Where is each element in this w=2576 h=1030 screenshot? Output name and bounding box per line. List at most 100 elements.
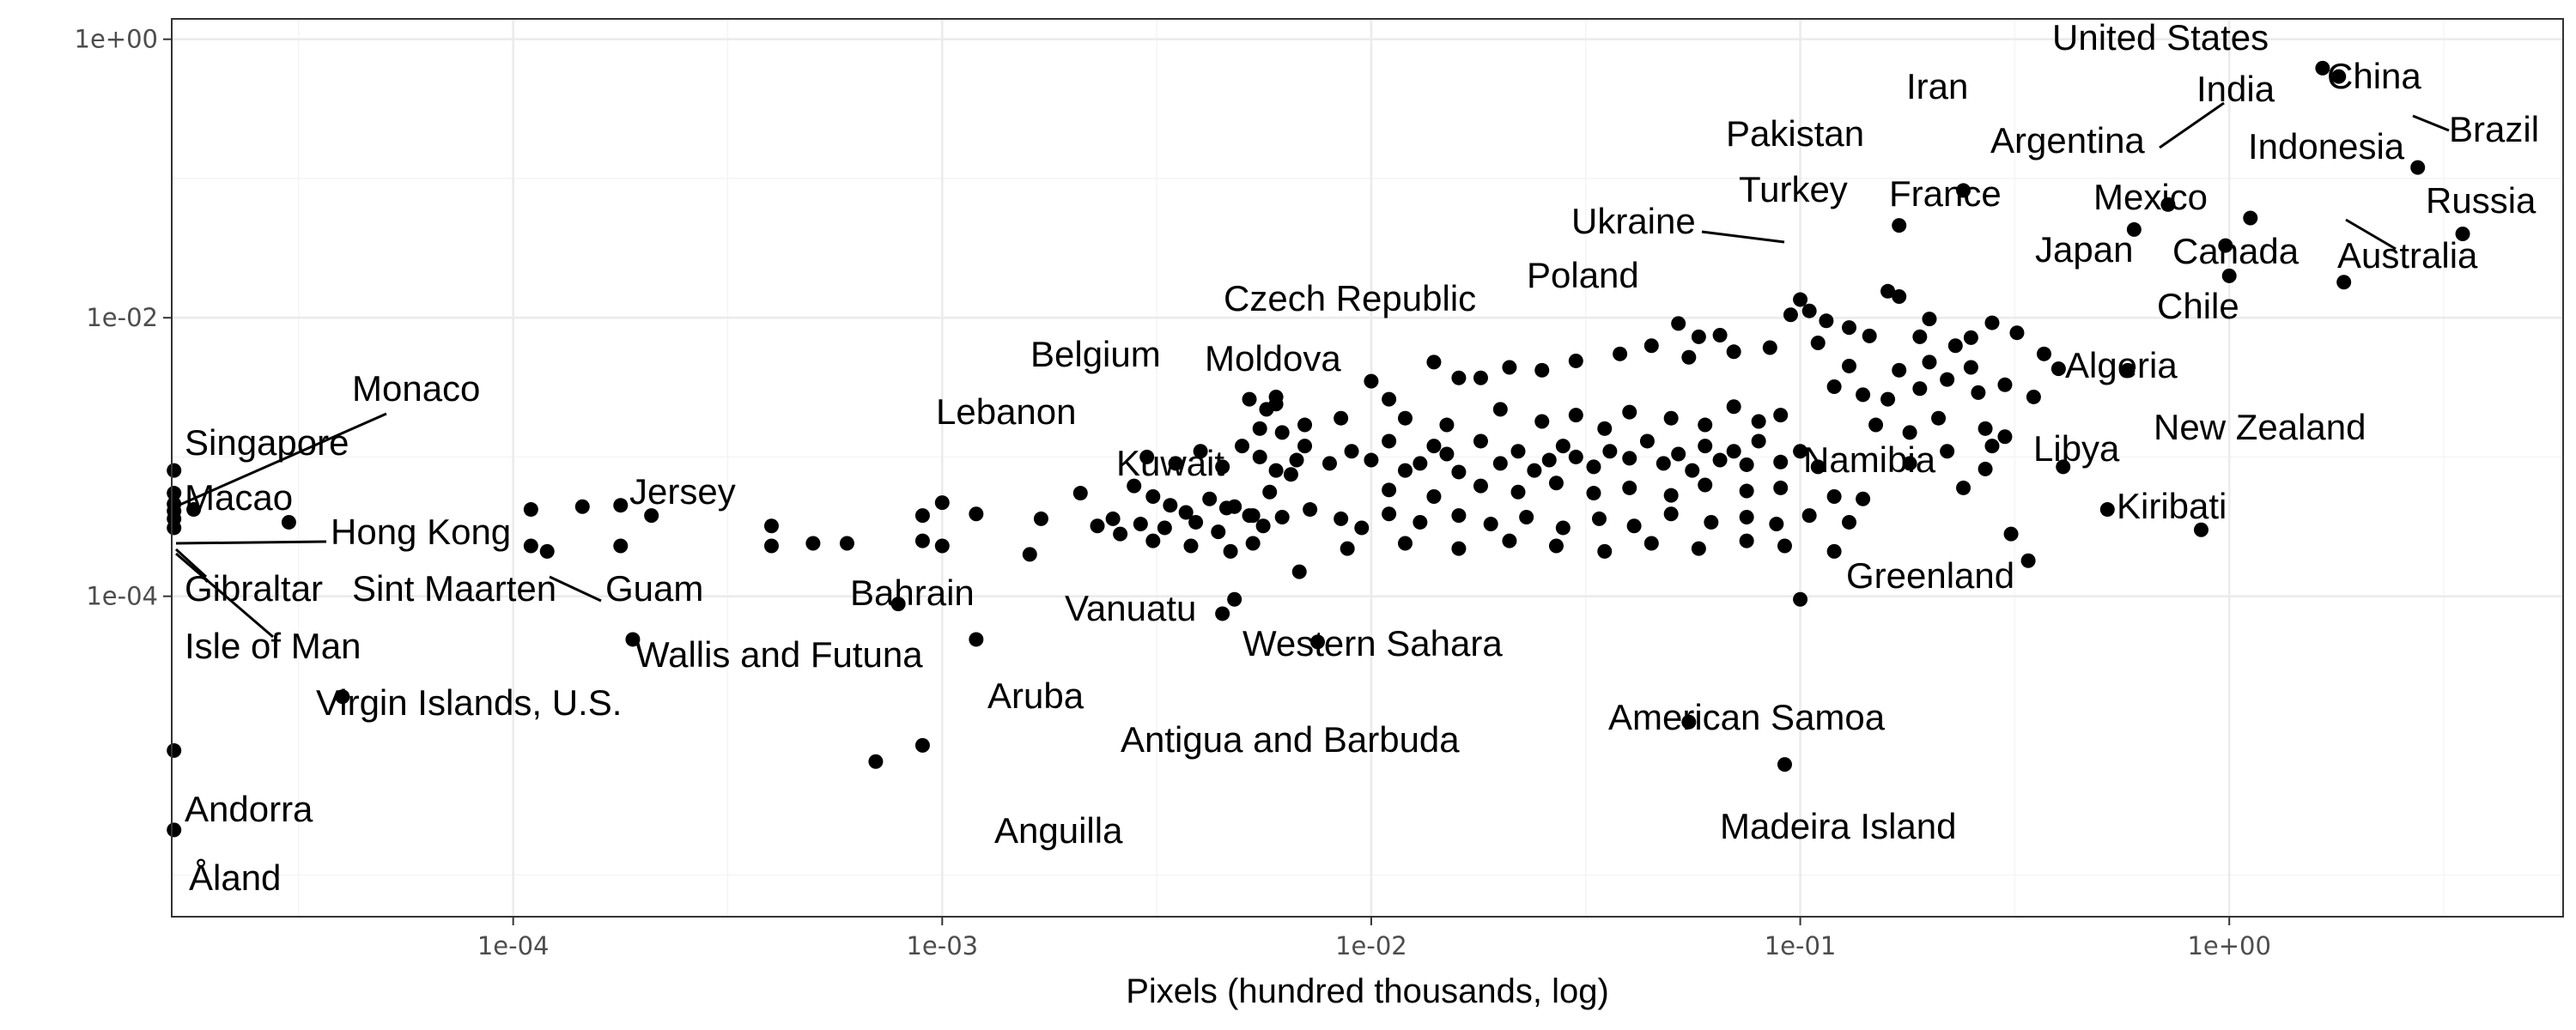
- data-point: [1297, 439, 1313, 454]
- point-label: Namibia: [1803, 439, 1936, 480]
- point-label: Western Sahara: [1242, 623, 1503, 663]
- data-point: [1451, 464, 1467, 480]
- data-point: [1622, 404, 1637, 420]
- data-point: [1698, 417, 1713, 433]
- data-point: [2026, 389, 2041, 404]
- data-point-labeled: [2331, 69, 2347, 84]
- data-point: [1691, 541, 1706, 556]
- data-point: [1819, 313, 1834, 329]
- data-point: [1283, 467, 1298, 482]
- data-point: [1656, 456, 1671, 471]
- data-point: [1344, 444, 1359, 459]
- data-point: [914, 508, 930, 524]
- data-point: [1426, 489, 1442, 505]
- data-point: [1519, 509, 1534, 524]
- data-point-labeled: [1892, 218, 1907, 233]
- point-label: Iran: [1906, 66, 1968, 106]
- point-label: Russia: [2426, 180, 2537, 221]
- data-point: [1626, 518, 1642, 534]
- data-point: [1492, 456, 1508, 471]
- data-point: [1090, 518, 1105, 534]
- data-point: [1801, 508, 1817, 524]
- data-point: [1751, 414, 1766, 429]
- data-point: [1698, 477, 1713, 493]
- data-point: [1947, 338, 1963, 354]
- data-point-labeled: [1956, 183, 1971, 198]
- point-label: Monaco: [352, 368, 480, 409]
- point-label: Aruba: [987, 676, 1084, 716]
- point-label: Japan: [2035, 229, 2133, 270]
- data-point: [1202, 491, 1218, 506]
- data-point: [763, 518, 779, 534]
- data-point: [1902, 425, 1917, 440]
- data-point: [1382, 506, 1397, 522]
- data-point-labeled: [2126, 221, 2142, 237]
- point-label: India: [2196, 69, 2275, 109]
- data-point: [1397, 410, 1413, 426]
- data-point: [1188, 514, 1204, 530]
- data-point: [1963, 360, 1978, 375]
- data-point: [1841, 358, 1856, 373]
- data-point: [1548, 538, 1564, 554]
- data-point: [1193, 444, 1208, 459]
- data-point: [1997, 377, 2013, 392]
- data-point: [1841, 320, 1856, 336]
- data-point-labeled: [2336, 275, 2352, 290]
- point-label: Sint Maarten: [352, 568, 556, 609]
- data-point-labeled: [1681, 714, 1697, 730]
- data-point: [1997, 429, 2013, 445]
- data-point: [1426, 439, 1442, 454]
- data-point: [1597, 543, 1613, 559]
- point-label: Indonesia: [2248, 126, 2405, 167]
- label-leader-lines: [174, 101, 2450, 639]
- data-point: [1127, 478, 1142, 494]
- data-point: [1157, 520, 1172, 536]
- data-point: [186, 502, 202, 518]
- data-point-labeled: [2315, 60, 2330, 76]
- point-label: Bahrain: [850, 573, 975, 613]
- point-labels: United States China Brazil India Russia Iran I…: [185, 17, 2539, 898]
- data-point-labeled: [1218, 500, 1234, 516]
- data-point-labeled: [1777, 757, 1792, 772]
- data-point: [1586, 459, 1601, 475]
- data-point: [1698, 439, 1713, 454]
- x-tick-label: 1e-03: [906, 931, 978, 960]
- data-point: [1568, 353, 1583, 368]
- data-point: [1133, 517, 1148, 532]
- data-point: [914, 533, 930, 548]
- point-label: Ukraine: [1571, 201, 1696, 241]
- data-point: [613, 498, 629, 513]
- point-label: Libya: [2033, 428, 2120, 469]
- data-point: [1751, 433, 1766, 449]
- data-point-labeled: [523, 538, 538, 554]
- leader-line: [1701, 230, 1785, 244]
- data-point: [1072, 486, 1088, 501]
- data-point: [1862, 328, 1877, 343]
- leader-line: [174, 548, 208, 579]
- point-label: American Samoa: [1608, 697, 1886, 737]
- data-point: [1413, 456, 1428, 471]
- data-point: [1451, 370, 1467, 385]
- data-point: [1268, 397, 1284, 412]
- data-point: [1984, 439, 2000, 454]
- data-point: [1978, 461, 1993, 476]
- data-point-labeled: [1310, 634, 1326, 650]
- point-label: Canada: [2172, 231, 2300, 271]
- data-point: [1252, 421, 1267, 436]
- data-point-labeled: [2221, 268, 2237, 283]
- x-tick-label: 1e+00: [2187, 931, 2271, 960]
- data-point: [1223, 543, 1238, 559]
- data-point: [763, 538, 779, 554]
- data-point-labeled: [167, 822, 182, 838]
- data-point: [1810, 335, 1826, 350]
- data-point-labeled: [2455, 227, 2470, 242]
- data-point: [1492, 402, 1508, 417]
- data-point-labeled: [1892, 288, 1907, 304]
- data-point: [1268, 463, 1284, 478]
- x-tick-label: 1e-01: [1765, 931, 1837, 960]
- data-point: [1602, 444, 1618, 459]
- data-point: [1473, 478, 1488, 494]
- data-point: [1262, 484, 1278, 500]
- data-point: [1643, 338, 1659, 354]
- data-point: [1586, 486, 1601, 501]
